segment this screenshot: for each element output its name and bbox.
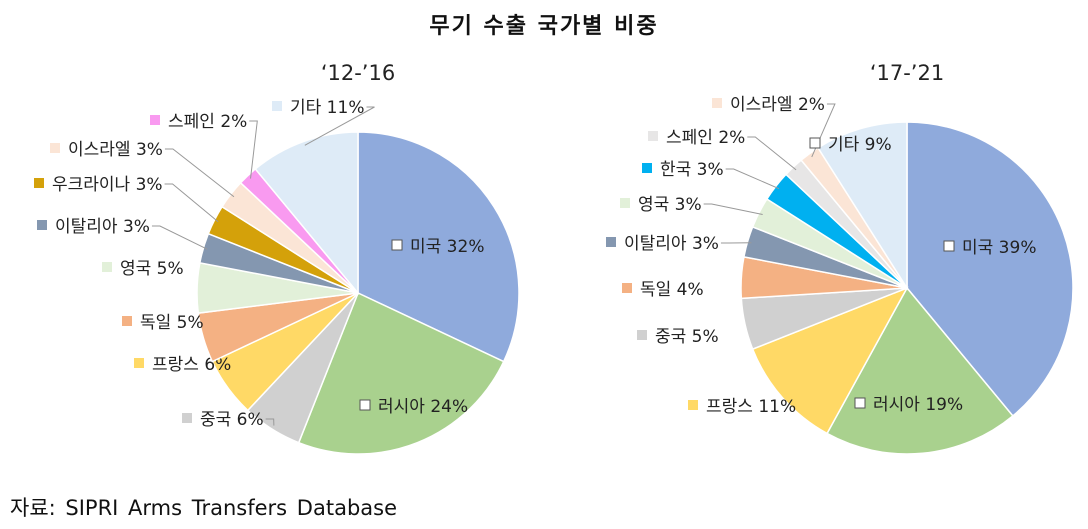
leader-line-중국 <box>265 418 275 426</box>
legend-swatch-독일 <box>122 316 132 326</box>
pie-chart-2017-2021: 미국 39% 러시아 19% 프랑스 11% 중국 5% 독일 4% 이탈리아 3% 영국 … <box>606 95 1074 455</box>
legend-swatch-중국 <box>182 413 192 423</box>
legend-swatch-스페인 <box>150 115 160 125</box>
pie-title-2017-2021: ‘17-’21 <box>870 61 944 85</box>
legend-swatch-기타 <box>272 101 282 111</box>
pie-chart-2012-2016: 미국 32%러시아 24%중국 6%프랑스 6%독일 5%영국 5%이탈리아 3… <box>34 98 520 455</box>
legend-swatch-프랑스 <box>688 400 698 410</box>
legend-swatch-중국 <box>637 330 647 340</box>
legend-swatch-프랑스 <box>134 358 144 368</box>
legend-swatch-영국 <box>102 262 112 272</box>
slice-label-미국: 미국 39% <box>962 238 1036 258</box>
slice-label-독일: 독일 4% <box>640 280 704 300</box>
slice-label-이탈리아: 이탈리아 3% <box>55 217 150 237</box>
legend-swatch-러시아 <box>359 399 371 411</box>
slice-label-영국: 영국 5% <box>120 259 184 279</box>
slice-label-이스라엘: 이스라엘 3% <box>68 140 163 160</box>
slice-label-중국: 중국 5% <box>655 327 719 347</box>
pie-slice-미국 <box>357 131 520 363</box>
pie-title-2012-2016: ‘12-’16 <box>321 61 395 85</box>
legend-swatch-이스라엘 <box>712 98 722 108</box>
legend-swatch-미국 <box>943 240 955 252</box>
legend-swatch-우크라이나 <box>34 178 44 188</box>
legend-swatch-한국 <box>642 163 652 173</box>
slice-label-스페인: 스페인 2% <box>168 112 247 132</box>
leader-line-우크라이나 <box>164 183 219 223</box>
leader-line-스페인 <box>747 136 797 171</box>
slice-label-이스라엘: 이스라엘 2% <box>730 95 825 115</box>
slice-label-기타: 기타 9% <box>828 135 892 155</box>
leader-line-이탈리아 <box>151 225 208 250</box>
pie-slice-미국 <box>906 121 1074 417</box>
slice-label-한국: 한국 3% <box>660 160 724 180</box>
legend-swatch-영국 <box>620 198 630 208</box>
slice-label-기타: 기타 11% <box>290 98 364 118</box>
leader-line-스페인 <box>249 120 258 179</box>
leader-line-이스라엘 <box>164 148 235 198</box>
slice-label-미국: 미국 32% <box>410 237 484 257</box>
pie-slice-프랑스 <box>751 286 909 435</box>
legend-swatch-기타 <box>809 137 821 149</box>
pie-slice-러시아 <box>297 291 505 455</box>
slice-label-이탈리아: 이탈리아 3% <box>624 234 719 254</box>
legend-swatch-이스라엘 <box>50 143 60 153</box>
legend-swatch-미국 <box>391 239 403 251</box>
legend-swatch-독일 <box>622 283 632 293</box>
chart-main-title: 무기 수출 국가별 비중 <box>429 14 659 39</box>
legend-swatch-러시아 <box>854 397 866 409</box>
legend-swatch-스페인 <box>648 131 658 141</box>
legend-swatch-이탈리아 <box>37 220 47 230</box>
slice-label-영국: 영국 3% <box>638 195 702 215</box>
source-note: 자료: SIPRI Arms Transfers Database <box>10 496 397 520</box>
slice-label-중국: 중국 6% <box>200 410 264 430</box>
leader-line-한국 <box>725 168 780 190</box>
slice-label-스페인: 스페인 2% <box>666 128 745 148</box>
leader-line-영국 <box>703 203 763 215</box>
pie-slice-기타 <box>254 131 359 296</box>
slice-label-독일: 독일 5% <box>140 313 204 333</box>
leader-line-기타 <box>304 106 375 146</box>
slice-label-러시아: 러시아 19% <box>873 395 963 415</box>
legend-swatch-이탈리아 <box>606 237 616 247</box>
slice-label-러시아: 러시아 24% <box>378 397 468 417</box>
pie-slice-러시아 <box>826 286 1014 455</box>
slice-label-우크라이나: 우크라이나 3% <box>52 175 163 195</box>
slice-label-프랑스: 프랑스 11% <box>706 397 796 417</box>
